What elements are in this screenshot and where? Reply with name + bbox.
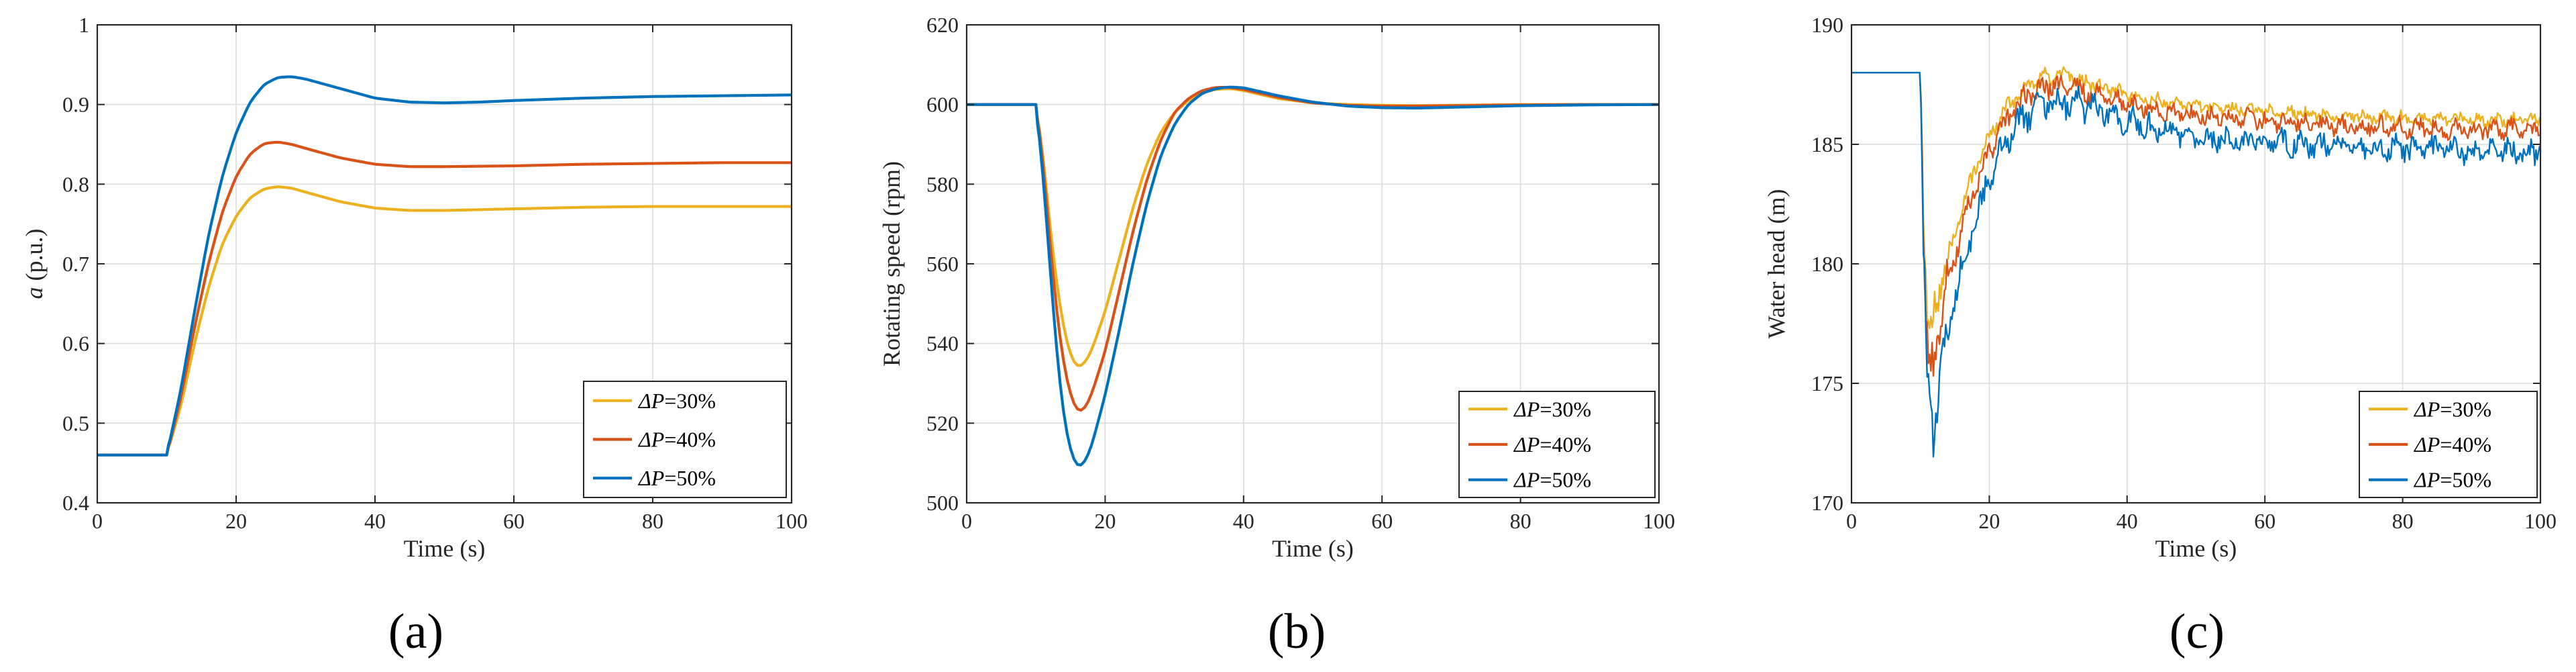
x-tick-label: 60 xyxy=(2254,509,2275,533)
panel-label: (c) xyxy=(2169,604,2224,659)
series-line-3 xyxy=(1851,72,2540,458)
chart-panel-3: 0 20 40 60 80 100 170 175 180 185 190 Time (s) Water… xyxy=(1763,13,2557,562)
y-axis-label-variable: a xyxy=(21,287,48,299)
y-tick-label: 180 xyxy=(1811,252,1843,276)
legend-entry-2: ΔP=40% xyxy=(2413,432,2491,457)
x-tick-label: 20 xyxy=(1094,509,1116,533)
series-line-1 xyxy=(1851,66,2540,330)
y-tick-label: 560 xyxy=(926,252,959,276)
x-tick-label: 100 xyxy=(775,509,808,533)
y-axis-label-unit: (p.u.) xyxy=(21,229,48,287)
y-tick-label: 600 xyxy=(926,93,959,117)
y-tick-label: 0.4 xyxy=(62,491,89,515)
y-tick-label: 190 xyxy=(1811,13,1843,37)
legend-entry-2: ΔP=40% xyxy=(637,428,716,452)
x-tick-label: 0 xyxy=(1846,509,1857,533)
x-tick-label: 40 xyxy=(2116,509,2138,533)
y-tick-label: 0.6 xyxy=(62,332,89,356)
y-tick-label: 0.9 xyxy=(62,93,89,117)
panel-label: (b) xyxy=(1268,604,1326,659)
series-line-2 xyxy=(97,140,792,457)
x-tick-label: 100 xyxy=(1643,509,1675,533)
y-tick-label: 1 xyxy=(78,13,89,37)
series-line-3 xyxy=(967,85,1659,467)
series-line-1 xyxy=(97,185,792,457)
x-tick-label: 80 xyxy=(642,509,663,533)
legend-entry-1: ΔP=30% xyxy=(1513,397,1591,421)
x-tick-label: 80 xyxy=(2392,509,2414,533)
panel-label: (a) xyxy=(388,604,443,659)
y-axis-label: a (p.u.) xyxy=(21,229,48,299)
x-tick-label: 100 xyxy=(2524,509,2557,533)
y-tick-label: 540 xyxy=(926,332,959,356)
y-axis-label: Water head (m) xyxy=(1763,189,1790,339)
chart-panel-1: 0 20 40 60 80 100 0.4 0.5 0.6 0.7 0.8 0.9 1 Time (s) a… xyxy=(21,13,808,562)
y-axis-label: Rotating speed (rpm) xyxy=(878,161,905,367)
y-tick-label: 170 xyxy=(1811,491,1843,515)
y-tick-label: 175 xyxy=(1811,371,1843,395)
x-tick-label: 80 xyxy=(1510,509,1532,533)
series-line-2 xyxy=(1851,72,2540,377)
legend-entry-2: ΔP=40% xyxy=(1513,432,1591,457)
x-tick-label: 20 xyxy=(1978,509,2000,533)
legend-entry-3: ΔP=50% xyxy=(637,466,716,490)
x-tick-label: 60 xyxy=(1371,509,1393,533)
y-tick-label: 520 xyxy=(926,411,959,435)
x-axis-label: Time (s) xyxy=(2155,535,2237,562)
y-tick-label: 0.5 xyxy=(62,411,89,435)
legend: ΔP=30% ΔP=40% ΔP=50% xyxy=(583,381,787,498)
x-tick-label: 20 xyxy=(225,509,247,533)
legend-entry-1: ΔP=30% xyxy=(2413,397,2491,421)
legend-entry-3: ΔP=50% xyxy=(1513,468,1591,492)
legend-entry-3: ΔP=50% xyxy=(2413,468,2491,492)
legend: ΔP=30% ΔP=40% ΔP=50% xyxy=(2359,391,2538,498)
y-tick-label: 620 xyxy=(926,13,959,37)
x-axis-label: Time (s) xyxy=(404,535,486,562)
legend: ΔP=30% ΔP=40% ΔP=50% xyxy=(1458,391,1656,498)
x-tick-label: 60 xyxy=(503,509,525,533)
y-tick-label: 0.7 xyxy=(62,252,89,276)
legend-entry-1: ΔP=30% xyxy=(637,389,716,413)
x-tick-label: 40 xyxy=(1233,509,1254,533)
y-tick-label: 0.8 xyxy=(62,172,89,196)
x-axis-label: Time (s) xyxy=(1272,535,1354,562)
y-tick-label: 580 xyxy=(926,172,959,196)
chart-panel-2: 0 20 40 60 80 100 500 520 540 560 580 600 620 Time (s… xyxy=(878,13,1675,562)
y-tick-label: 185 xyxy=(1811,132,1843,156)
y-tick-label: 500 xyxy=(926,491,959,515)
x-tick-label: 0 xyxy=(961,509,972,533)
x-tick-label: 0 xyxy=(92,509,103,533)
series-line-3 xyxy=(97,75,792,457)
x-tick-label: 40 xyxy=(364,509,386,533)
